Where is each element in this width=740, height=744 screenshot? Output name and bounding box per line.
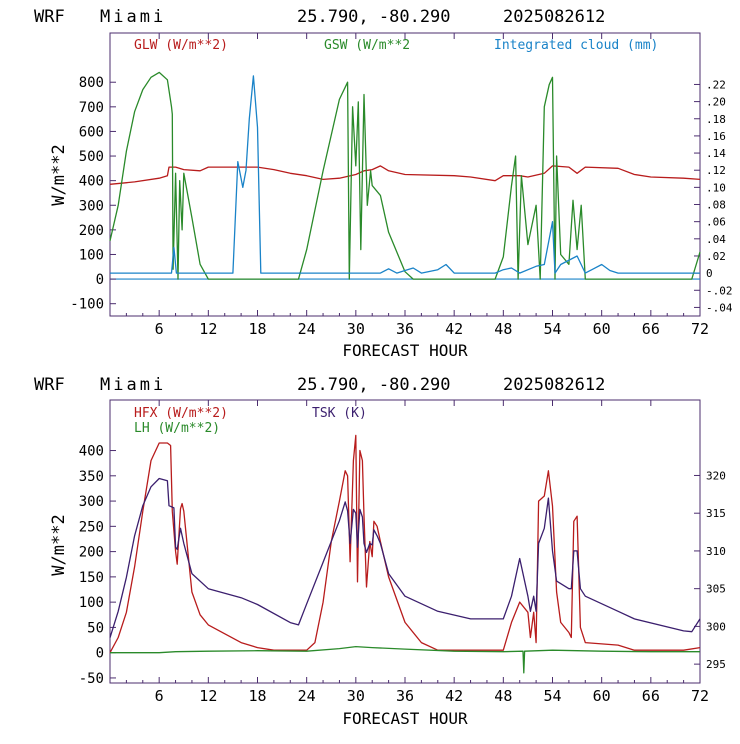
panel-2-y2-tick-label: 305	[706, 583, 726, 596]
header-coords-1: 25.790, -80.290	[297, 7, 451, 27]
panel-2-y-tick-label: 150	[79, 570, 104, 586]
panel-2-series-tsk	[109, 477, 701, 638]
panel-2-x-tick-label: 12	[199, 687, 217, 705]
panel-2-y-tick-label: -50	[79, 671, 104, 687]
panel-1-y2-tick-label: .02	[706, 250, 726, 263]
panel-2-x-tick-label: 48	[494, 687, 512, 705]
panel-2-y2-tick-label: 310	[706, 545, 726, 558]
header-coords-2: 25.790, -80.290	[297, 375, 451, 395]
panel-1-y2-tick-label: .10	[706, 181, 726, 194]
panel-1-y2-tick-label: .06	[706, 216, 726, 229]
header-station-2: Miami	[100, 375, 166, 395]
panel-2-y-tick-label: 400	[79, 444, 104, 460]
panel-1-y2-tick-label: .18	[706, 113, 726, 126]
panel-1-y-tick-label: 500	[79, 149, 104, 165]
panel-1-y-tick-label: 200	[79, 223, 104, 239]
legend-hfx: HFX (W/m**2)	[134, 406, 228, 421]
panel-2-series-hfx	[109, 434, 701, 654]
header-model-1: WRF	[34, 7, 65, 27]
panel-2-y2-tick-label: 295	[706, 658, 726, 671]
panel-1-y2-tick-label: -.04	[706, 301, 733, 314]
panel-2-x-tick-label: 54	[543, 687, 561, 705]
panel-1-series-gsw	[109, 71, 701, 280]
panel-2-x-tick-label: 36	[396, 687, 414, 705]
panel-1-x-tick-label: 54	[543, 320, 561, 338]
panel-1-x-tick-label: 36	[396, 320, 414, 338]
panel-1-y-tick-label: 100	[79, 247, 104, 263]
panel-1-y2-tick-label: -.02	[706, 284, 733, 297]
header-init-time-1: 2025082612	[503, 7, 605, 27]
panel-2-y-tick-label: 50	[87, 620, 104, 636]
panel-1-x-tick-label: 30	[347, 320, 365, 338]
panel-2-y-tick-label: 100	[79, 595, 104, 611]
panel-2-y-tick-label: 0	[96, 646, 104, 662]
panel-1-x-tick-label: 24	[298, 320, 316, 338]
panel-1-y2-tick-label: .20	[706, 96, 726, 109]
panel-1-x-tick-label: 48	[494, 320, 512, 338]
legend-cloud: Integrated cloud (mm)	[494, 38, 658, 53]
legend-lh: LH (W/m**2)	[134, 421, 220, 436]
panel-1-x-tick-label: 12	[199, 320, 217, 338]
panel-1-y2-tick-label: 0	[706, 267, 713, 280]
panel-1-y-tick-label: 700	[79, 100, 104, 116]
panel-2-series-lh	[110, 645, 700, 674]
panel-1-x-tick-label: 6	[155, 320, 164, 338]
panel-1-y-tick-label: 0	[96, 272, 104, 288]
panel-1-series-glw	[109, 165, 701, 185]
panel-1-y-tick-label: 300	[79, 198, 104, 214]
panel-2-x-tick-label: 18	[248, 687, 266, 705]
panel-2-x-tick-label: 6	[155, 687, 164, 705]
panel-1-y2-tick-label: .16	[706, 130, 726, 143]
panel-1-x-tick-label: 72	[691, 320, 709, 338]
panel-2-y2-tick-label: 320	[706, 469, 726, 482]
panel-1-x-tick-label: 66	[642, 320, 660, 338]
panel-2-xlabel: FORECAST HOUR	[342, 709, 468, 728]
panel-2-y2-tick-label: 315	[706, 507, 726, 520]
panel-1-x-tick-label: 60	[593, 320, 611, 338]
panel-1-y-tick-label: -100	[70, 297, 104, 313]
header-init-time-2: 2025082612	[503, 375, 605, 395]
panel-1-y2-tick-label: .12	[706, 164, 726, 177]
panel-2-x-tick-label: 72	[691, 687, 709, 705]
panel-2-y-tick-label: 200	[79, 545, 104, 561]
panel-2-x-tick-label: 42	[445, 687, 463, 705]
legend-glw: GLW (W/m**2)	[134, 38, 228, 53]
panel-1-xlabel: FORECAST HOUR	[342, 341, 468, 360]
panel-1-y-tick-label: 600	[79, 124, 104, 140]
panel-1-y-tick-label: 400	[79, 174, 104, 190]
panel-2-x-tick-label: 60	[593, 687, 611, 705]
panel-2-y-tick-label: 300	[79, 494, 104, 510]
legend-gsw: GSW (W/m**2	[324, 38, 410, 53]
panel-1-y2-tick-label: .14	[706, 147, 726, 160]
panel-1-series-integrated	[110, 75, 700, 274]
header-model-2: WRF	[34, 375, 65, 395]
panel-2-y2-tick-label: 300	[706, 620, 726, 633]
panel-1-y2-tick-label: .04	[706, 233, 726, 246]
panel-1-x-tick-label: 18	[248, 320, 266, 338]
panel-2-x-tick-label: 66	[642, 687, 660, 705]
panel-2-frame	[109, 399, 701, 684]
panel-2-x-tick-label: 24	[298, 687, 316, 705]
header-station-1: Miami	[100, 7, 166, 27]
panel-1-ylabel: W/m**2	[49, 144, 69, 205]
legend-tsk: TSK (K)	[312, 406, 367, 421]
panel-2-ylabel: W/m**2	[49, 514, 69, 575]
panel-1-y2-tick-label: .08	[706, 199, 726, 212]
panel-1-y-tick-label: 800	[79, 75, 104, 91]
panel-2-y-tick-label: 350	[79, 469, 104, 485]
panel-1-x-tick-label: 42	[445, 320, 463, 338]
panel-1-y2-tick-label: .22	[706, 78, 726, 91]
panel-2-x-tick-label: 30	[347, 687, 365, 705]
panel-2-y-tick-label: 250	[79, 519, 104, 535]
